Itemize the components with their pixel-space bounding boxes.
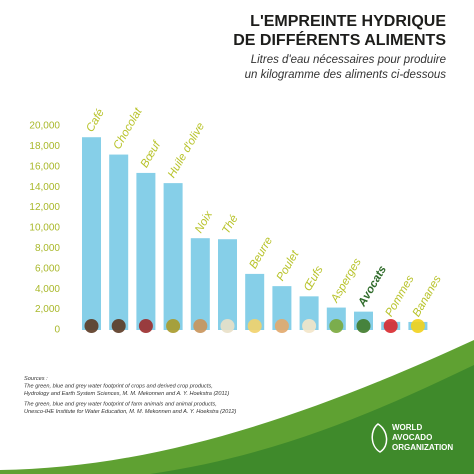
category-label: Huile d'olive [166,121,207,180]
bar [245,273,265,330]
bar [218,239,237,330]
bar [136,172,156,330]
food-icon [193,319,208,333]
green-wave-dark [150,365,474,474]
y-tick-label: 20,000 [29,121,60,132]
source-line: The green, blue and grey water footprint… [24,384,213,390]
category-label: Avocats [356,264,389,310]
y-tick-label: 6,000 [35,263,60,274]
food-icon [410,319,425,333]
source-line: Sources : [24,376,48,382]
y-tick-label: 14,000 [29,182,60,193]
food-icon [329,319,344,333]
title: L'EMPREINTE HYDRIQUE [250,13,446,30]
bar [163,183,183,330]
logo-text: WORLD [392,423,422,432]
food-icon [138,319,153,333]
category-label: Café [84,107,107,134]
food-icon [166,319,181,333]
y-tick-label: 2,000 [35,304,60,315]
source-line: Hydrology and Earth System Sciences, M. … [24,391,229,397]
food-icon [274,319,289,333]
logo-text: ORGANIZATION [392,443,453,452]
food-icon [302,319,317,333]
food-icon [356,319,371,333]
category-label: Chocolat [112,106,145,152]
y-tick-label: 8,000 [35,243,60,254]
subtitle: un kilogramme des aliments ci-dessous [245,69,447,81]
y-tick-label: 16,000 [29,161,60,172]
category-label: Poulet [275,248,302,283]
category-label: Beurre [248,235,276,271]
food-icon [220,319,235,333]
logo-icon [371,423,388,453]
subtitle: Litres d'eau nécessaires pour produire [251,54,446,66]
bar [82,137,101,330]
title: DE DIFFÉRENTS ALIMENTS [233,30,446,49]
category-label: Thé [220,213,240,236]
logo-text: AVOCADO [392,433,432,442]
y-tick-label: 0 [54,325,60,336]
category-label: Noix [193,208,216,235]
category-label: Bœuf [139,138,164,170]
food-icon [383,319,398,333]
bar [190,238,210,330]
bar [272,286,292,330]
food-icon [84,319,99,333]
sources: Sources : The green, blue and grey water … [24,376,236,415]
category-label: Œufs [302,264,326,293]
source-line: Unesco-IHE Institute for Water Education… [24,409,236,415]
y-tick-label: 18,000 [29,141,60,152]
y-tick-label: 4,000 [35,284,60,295]
bar [109,154,129,330]
y-tick-label: 12,000 [29,202,60,213]
source-line: The green, blue and grey water footprint… [24,402,217,408]
y-tick-label: 10,000 [29,223,60,234]
food-icon [247,319,262,333]
food-icon [111,319,126,333]
